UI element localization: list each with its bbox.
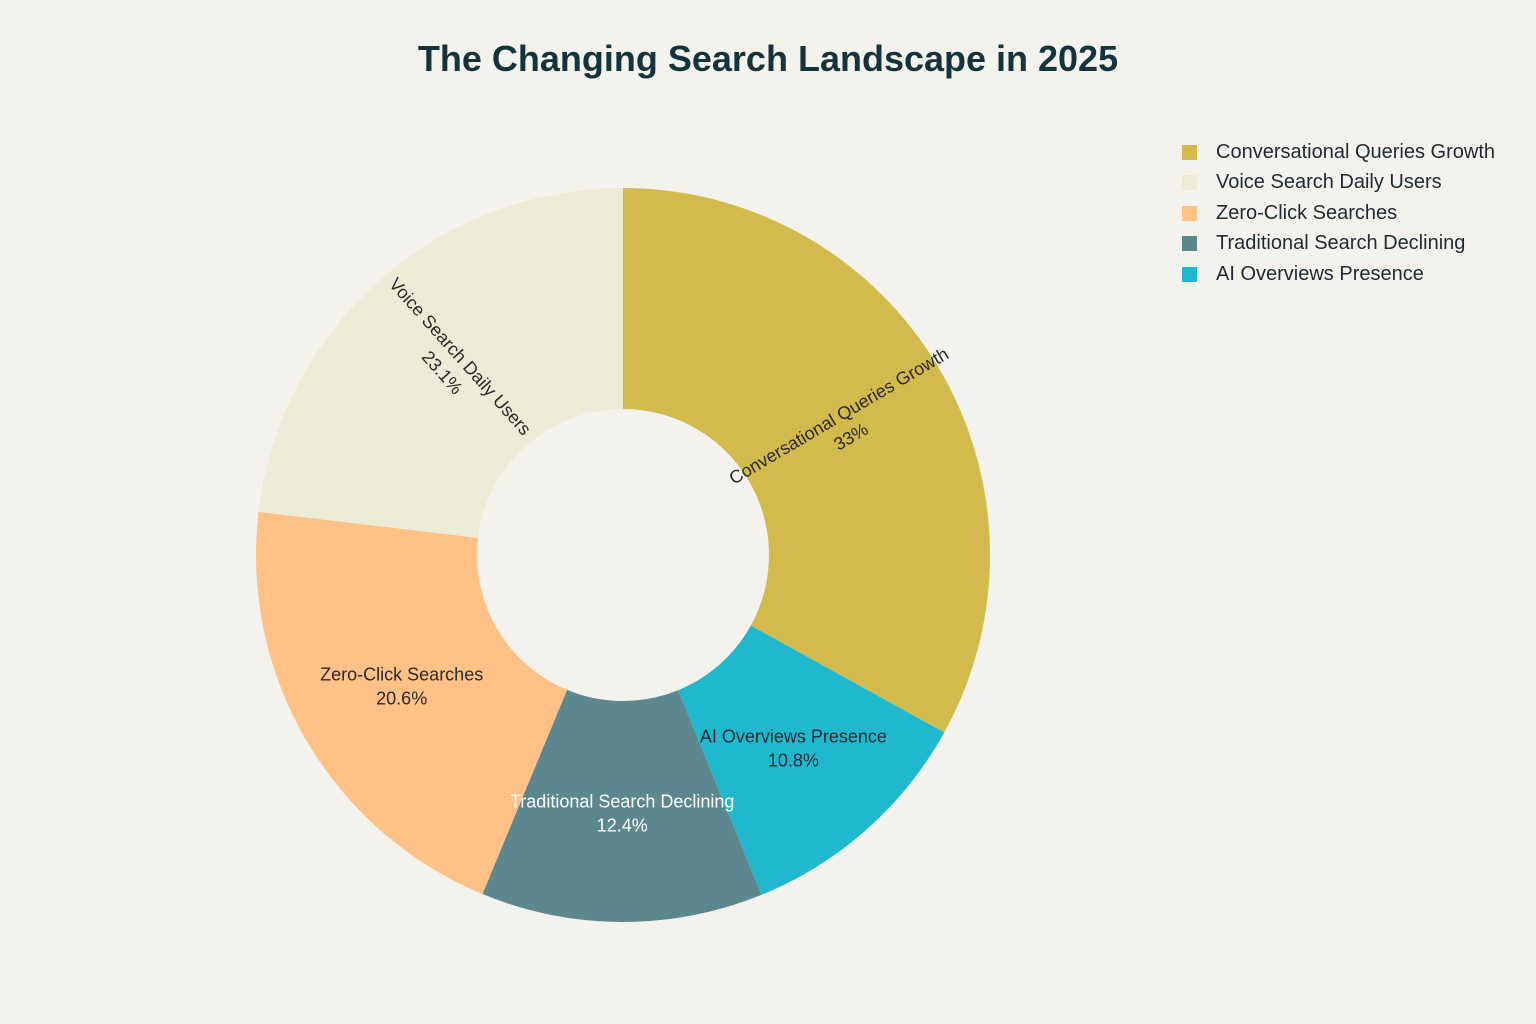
- legend-item-conversational-queries-growth[interactable]: Conversational Queries Growth: [1182, 137, 1495, 168]
- donut-slices: [255, 188, 990, 923]
- slice-label-name: AI Overviews Presence: [700, 727, 887, 747]
- slice-label-traditional-search-declining: Traditional Search Declining 12.4%: [510, 791, 734, 835]
- legend-item-ai-overviews-presence[interactable]: AI Overviews Presence: [1182, 259, 1495, 290]
- slice-conversational-queries-growth: [623, 188, 990, 733]
- slice-zero-click-searches: [255, 511, 568, 895]
- slice-label-value: 12.4%: [597, 815, 648, 835]
- slice-label-name: Zero-Click Searches: [320, 665, 483, 685]
- legend-swatch: [1182, 144, 1197, 160]
- chart-legend: Conversational Queries Growth Voice Searc…: [1182, 137, 1495, 290]
- legend-label: Traditional Search Declining: [1216, 232, 1466, 255]
- slice-label-value: 20.6%: [376, 689, 427, 709]
- slice-label-value: 10.8%: [768, 751, 819, 771]
- legend-swatch: [1182, 236, 1197, 252]
- legend-label: AI Overviews Presence: [1216, 262, 1424, 285]
- slice-label-ai-overviews-presence: AI Overviews Presence 10.8%: [700, 727, 887, 771]
- legend-item-traditional-search-declining[interactable]: Traditional Search Declining: [1182, 229, 1495, 260]
- legend-swatch: [1182, 175, 1197, 191]
- slice-label-name: Traditional Search Declining: [510, 791, 734, 811]
- legend-swatch: [1182, 205, 1197, 221]
- legend-label: Voice Search Daily Users: [1216, 171, 1442, 194]
- slice-voice-search-daily-users: [258, 188, 623, 538]
- legend-item-zero-click-searches[interactable]: Zero-Click Searches: [1182, 198, 1495, 229]
- legend-label: Conversational Queries Growth: [1216, 140, 1496, 163]
- legend-label: Zero-Click Searches: [1216, 201, 1398, 224]
- legend-item-voice-search-daily-users[interactable]: Voice Search Daily Users: [1182, 168, 1495, 199]
- chart-title: The Changing Search Landscape in 2025: [417, 38, 1119, 79]
- legend-swatch: [1182, 266, 1197, 282]
- slice-ai-overviews-presence: [678, 625, 945, 895]
- slice-label-zero-click-searches: Zero-Click Searches 20.6%: [320, 665, 483, 709]
- slice-traditional-search-declining: [482, 689, 762, 923]
